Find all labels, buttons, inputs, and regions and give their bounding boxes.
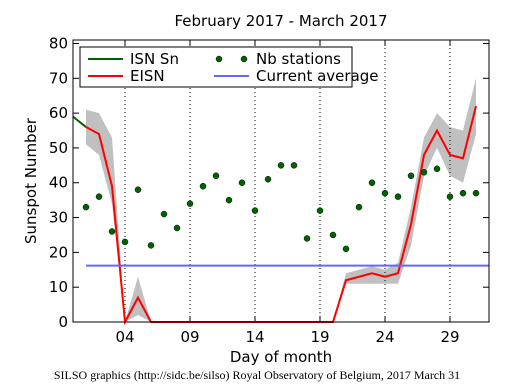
footer: SILSO graphics (http://sidc.be/silso) Ro… <box>54 368 460 382</box>
x-tick-label: 29 <box>440 328 459 346</box>
x-tick-label: 24 <box>375 328 394 346</box>
x-tick-label: 19 <box>310 328 329 346</box>
y-tick-label: 10 <box>49 278 68 296</box>
station-dot <box>446 193 454 200</box>
station-dot <box>121 238 129 246</box>
station-dot <box>472 189 480 197</box>
x-tick-label: 14 <box>245 328 264 346</box>
station-dot <box>316 207 324 214</box>
station-dot <box>433 165 441 173</box>
y-tick-label: 20 <box>49 243 68 261</box>
legend-label: EISN <box>130 67 165 85</box>
station-dot <box>95 193 103 200</box>
chart-title: February 2017 - March 2017 <box>174 12 387 30</box>
station-dot <box>407 172 415 180</box>
station-dot <box>199 182 207 190</box>
legend-marker <box>240 55 248 63</box>
series-line <box>72 115 87 128</box>
station-dot <box>420 169 428 176</box>
station-dot <box>251 207 259 214</box>
station-dot <box>186 200 194 207</box>
station-dot <box>225 196 233 204</box>
y-tick-label: 70 <box>49 69 68 87</box>
station-dot <box>212 172 220 180</box>
station-dot <box>173 224 181 232</box>
legend-label: ISN Sn <box>130 50 179 68</box>
station-dot <box>108 228 116 235</box>
y-tick-label: 60 <box>49 104 68 122</box>
x-tick-label: 04 <box>115 328 134 346</box>
station-dot <box>264 176 272 183</box>
station-dot <box>329 231 337 239</box>
station-dot <box>381 189 389 197</box>
station-dot <box>82 203 90 211</box>
y-tick-label: 40 <box>49 174 68 192</box>
station-dot <box>290 162 298 169</box>
y-tick-label: 50 <box>49 139 68 157</box>
x-axis-label: Day of month <box>230 348 332 366</box>
station-dot <box>459 189 467 197</box>
x-tick-label: 09 <box>180 328 199 346</box>
station-dot <box>355 203 363 211</box>
station-dot <box>277 162 285 169</box>
legend-label: Current average <box>256 67 379 85</box>
station-dot <box>238 179 246 186</box>
legend-marker <box>215 55 223 63</box>
legend-label: Nb stations <box>256 50 341 68</box>
y-tick-label: 30 <box>49 209 68 227</box>
y-axis-label: Sunspot Number <box>22 117 40 244</box>
station-dot <box>160 210 168 218</box>
plot-frame <box>72 39 490 323</box>
station-dot <box>394 193 402 200</box>
station-dot <box>303 235 311 242</box>
station-dot <box>342 245 350 253</box>
y-tick-label: 80 <box>49 34 68 52</box>
y-tick-label: 0 <box>58 313 68 331</box>
legend-box <box>79 46 353 88</box>
station-dot <box>368 179 376 186</box>
station-dot <box>147 242 155 249</box>
station-dot <box>134 186 142 193</box>
